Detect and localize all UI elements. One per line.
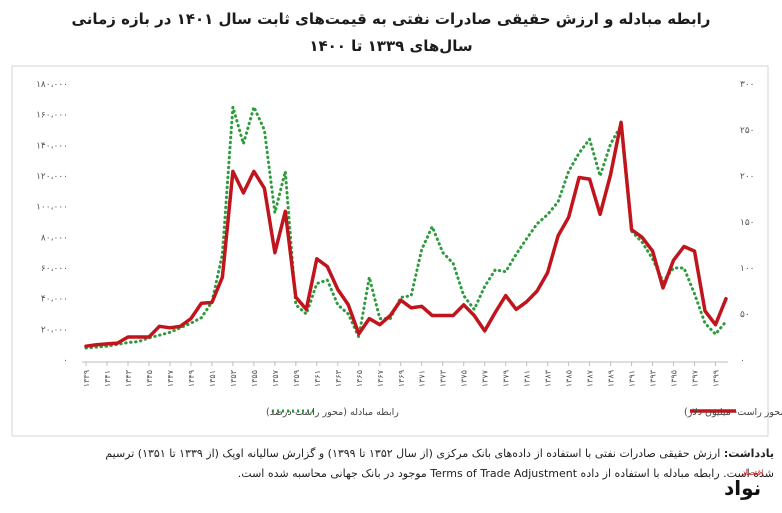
x-tick-label: ۱۳۹۷	[691, 369, 700, 387]
x-tick-label: ۱۳۶۵	[355, 370, 364, 387]
y-left-tick-label: ۴۰،۰۰۰	[41, 295, 68, 305]
x-tick-label: ۱۳۵۵	[250, 370, 259, 387]
y-left-tick-label: ۱۴۰،۰۰۰	[36, 141, 68, 151]
y-left-tick-label: ۱۶۰،۰۰۰	[36, 111, 68, 121]
y-right-tick-label: ۳۰۰	[740, 80, 755, 90]
x-tick-label: ۱۳۸۳	[544, 369, 553, 387]
x-tick-label: ۱۳۵۷	[271, 369, 280, 387]
y-left-tick-label: ۱۲۰،۰۰۰	[36, 172, 68, 182]
x-tick-label: ۱۳۳۹	[82, 370, 91, 387]
x-tick-label: ۱۳۷۹	[502, 370, 511, 387]
x-tick-label: ۱۳۸۵	[565, 370, 574, 387]
y-right-tick-label: ۱۵۰	[740, 218, 755, 228]
footnote: یادداشت: ارزش حقیقی صادرات نفتی با استفا…	[8, 444, 774, 484]
footnote-line1: ارزش حقیقی صادرات نفتی با استفاده از داد…	[105, 447, 721, 460]
site-logo: اقتصاد نواد	[724, 466, 776, 506]
x-tick-label: ۱۳۹۵	[670, 370, 679, 387]
y-right-tick-label: ۲۰۰	[740, 172, 755, 182]
x-axis: ۱۳۳۹ ۱۳۴۱ ۱۳۴۳ ۱۳۴۵ ۱۳۴۷ ۱۳۴۹ ۱۳۵۱ ۱۳۵۳ ۱۳۵۵ ۱۳۵۷…	[82, 362, 721, 387]
x-tick-label: ۱۳۵۳	[229, 369, 238, 387]
y-left-tick-label: ۰	[63, 356, 68, 366]
chart-subtitle: سال‌های ۱۳۳۹ تا ۱۴۰۰	[309, 37, 473, 55]
x-tick-label: ۱۳۴۹	[187, 370, 196, 387]
left-y-axis: ۰ ۲۰،۰۰۰ ۴۰،۰۰۰ ۶۰،۰۰۰ ۸۰،۰۰۰ ۱۰۰،۰۰۰ ۱۲۰،۰۰۰ ۱…	[36, 80, 68, 366]
footnote-line2: شده است. رابطه مبادله با استفاده از داده…	[237, 467, 774, 480]
x-tick-label: ۱۳۴۵	[145, 370, 154, 387]
y-right-tick-label: ۱۰۰	[740, 264, 755, 274]
y-right-tick-label: ۲۵۰	[740, 126, 755, 136]
x-tick-label: ۱۳۴۱	[103, 370, 112, 387]
x-tick-label: ۱۳۹۹	[712, 370, 721, 387]
logo-sup: اقتصاد	[742, 468, 764, 477]
right-y-axis: ۰ ۵۰ ۱۰۰ ۱۵۰ ۲۰۰ ۲۵۰ ۳۰۰	[740, 80, 755, 366]
y-left-tick-label: ۱۰۰،۰۰۰	[36, 203, 68, 213]
y-right-tick-label: ۵۰	[740, 310, 750, 320]
plot-frame	[11, 65, 769, 437]
y-left-tick-label: ۲۰،۰۰۰	[41, 325, 68, 335]
x-tick-label: ۱۳۷۵	[460, 370, 469, 387]
y-left-tick-label: ۱۸۰،۰۰۰	[36, 80, 68, 90]
x-tick-label: ۱۳۷۷	[481, 369, 490, 387]
line-chart: ۰ ۲۰،۰۰۰ ۴۰،۰۰۰ ۶۰،۰۰۰ ۸۰،۰۰۰ ۱۰۰،۰۰۰ ۱۲۰،۰۰۰ ۱…	[11, 65, 782, 437]
x-tick-label: ۱۳۸۱	[523, 370, 532, 387]
x-tick-label: ۱۳۶۳	[334, 369, 343, 387]
x-tick-label: ۱۳۶۷	[376, 369, 385, 387]
legend: ارزش حقیقی صادرات نفتی به قیمت‌های ثابت …	[266, 407, 782, 418]
footnote-heading: یادداشت:	[723, 447, 774, 460]
x-tick-label: ۱۳۸۷	[586, 369, 595, 387]
x-tick-label: ۱۳۶۱	[313, 370, 322, 387]
series-layer	[84, 105, 728, 350]
x-tick-label: ۱۳۷۳	[439, 369, 448, 387]
x-tick-label: ۱۳۷۱	[418, 370, 427, 387]
x-tick-label: ۱۳۸۹	[607, 370, 616, 387]
x-tick-label: ۱۳۹۱	[628, 370, 637, 387]
x-tick-label: ۱۳۹۳	[649, 369, 658, 387]
series-line-oil-exports	[84, 120, 728, 348]
legend-label-dotted: رابطه مبادله (محور راست-درصد)	[266, 407, 399, 418]
x-tick-label: ۱۳۶۹	[397, 370, 406, 387]
x-tick-label: ۱۳۴۳	[124, 369, 133, 387]
chart-title: رابطه مبادله و ارزش حقیقی صادرات نفتی به…	[20, 6, 762, 60]
y-left-tick-label: ۸۰،۰۰۰	[41, 233, 68, 243]
logo-main: نواد	[724, 476, 762, 500]
y-left-tick-label: ۶۰،۰۰۰	[41, 264, 68, 274]
x-tick-label: ۱۳۵۱	[208, 370, 217, 387]
x-tick-label: ۱۳۴۷	[166, 369, 175, 387]
x-tick-label: ۱۳۵۹	[292, 370, 301, 387]
y-right-tick-label: ۰	[740, 356, 745, 366]
legend-label-solid: ارزش حقیقی صادرات نفتی به قیمت‌های ثابت …	[684, 407, 782, 418]
chart-title-line1: رابطه مبادله و ارزش حقیقی صادرات نفتی به…	[71, 10, 711, 28]
